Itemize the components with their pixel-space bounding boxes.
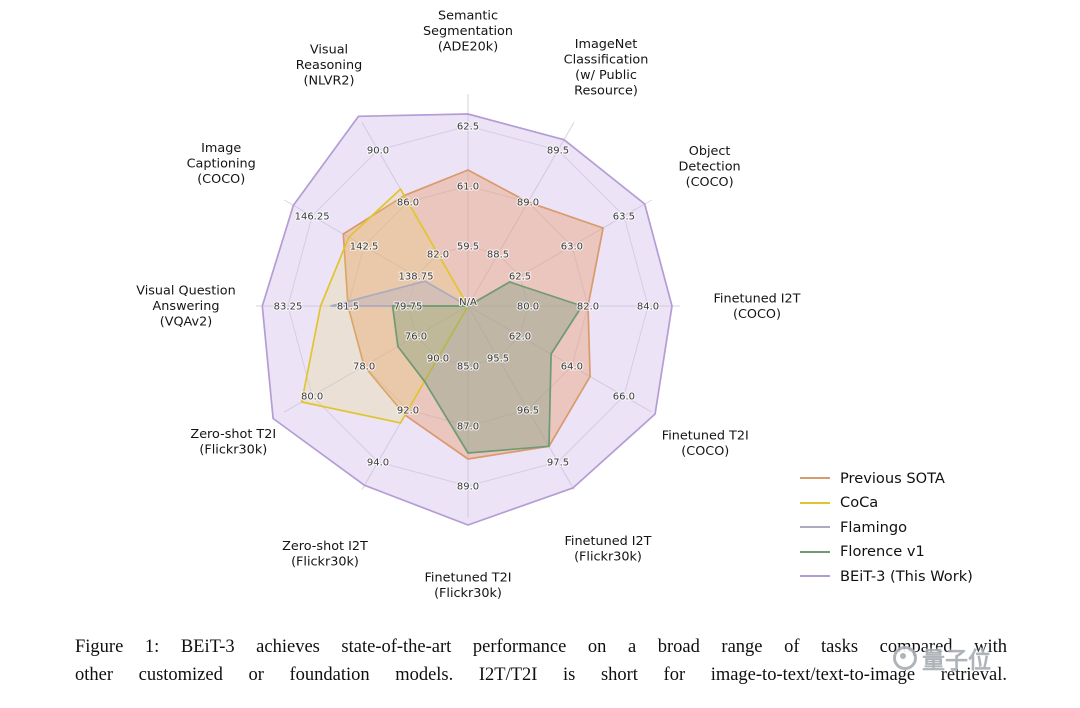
radar-tick-labels: 59.561.062.588.589.089.562.563.063.580.0…: [273, 120, 661, 493]
tick-label: 62.0: [509, 332, 531, 343]
radar-axis-labels: Semantic Segmentation (ADE20k) ImageNet Clas…: [136, 9, 800, 601]
chart-legend: Previous SOTA CoCa Flamingo Florence v1 …: [800, 466, 973, 589]
radar-chart: 59.561.062.588.589.089.562.563.063.580.0…: [136, 9, 800, 601]
tick-label: 63.0: [561, 242, 583, 253]
tick-label: 85.0: [457, 362, 479, 373]
axis-label-1: ImageNet Classification (w/ Public Resource…: [564, 37, 649, 99]
tick-label: 80.0: [301, 392, 323, 403]
tick-label: 90.0: [427, 354, 449, 365]
legend-line-previous-sota: [800, 477, 830, 480]
tick-label: 82.0: [427, 250, 449, 261]
series-polygon-florence-v1: [391, 281, 583, 454]
tick-label: 89.5: [547, 146, 569, 157]
watermark-text: 量子位: [922, 648, 991, 674]
tick-label: 62.5: [509, 272, 531, 283]
radar-series: [261, 113, 673, 526]
axis-label-2: Object Detection (COCO): [679, 144, 741, 190]
axis-label-0: Semantic Segmentation (ADE20k): [423, 9, 513, 55]
legend-label: BEiT-3 (This Work): [840, 567, 973, 585]
tick-label: 79.75: [394, 302, 423, 313]
tick-label: 63.5: [613, 212, 635, 223]
tick-label: 87.0: [457, 422, 479, 433]
axis-label-6: Finetuned T2I (Flickr30k): [424, 570, 511, 601]
axis-label-7: Zero-shot I2T (Flickr30k): [282, 539, 368, 570]
tick-label: 89.0: [457, 482, 479, 493]
qbitai-logo-icon: [893, 646, 917, 670]
figure-caption-line-1: Figure 1: BEiT-3 achieves state-of-the-a…: [75, 637, 1007, 657]
legend-item-coca: CoCa: [800, 491, 973, 516]
tick-label: 84.0: [637, 302, 659, 313]
tick-label: 138.75: [399, 272, 434, 283]
legend-item-beit3: BEiT-3 (This Work): [800, 564, 973, 589]
legend-label: CoCa: [840, 494, 879, 512]
tick-label: 59.5: [457, 242, 479, 253]
tick-label: 97.5: [547, 457, 569, 468]
tick-label: 95.5: [487, 354, 509, 365]
tick-label: 76.0: [405, 332, 427, 343]
radar-spoke: [284, 305, 469, 413]
legend-line-beit3: [800, 575, 830, 578]
legend-item-flamingo: Flamingo: [800, 515, 973, 540]
axis-label-5: Finetuned I2T (Flickr30k): [564, 534, 651, 565]
axis-label-11: Visual Reasoning (NLVR2): [296, 43, 362, 89]
axis-label-9: Visual Question Answering (VQAv2): [136, 284, 236, 330]
center-na-label: N/A: [459, 297, 477, 308]
tick-label: 90.0: [367, 146, 389, 157]
legend-item-previous-sota: Previous SOTA: [800, 466, 973, 491]
legend-line-coca: [800, 501, 830, 504]
legend-line-flamingo: [800, 526, 830, 529]
tick-label: 88.5: [487, 250, 509, 261]
tick-label: 64.0: [561, 362, 583, 373]
tick-label: 78.0: [353, 362, 375, 373]
tick-label: 62.5: [457, 122, 479, 133]
radar-spoke: [467, 305, 652, 413]
series-polygon-previous-sota: [342, 169, 604, 460]
tick-label: 66.0: [613, 392, 635, 403]
axis-label-10: Image Captioning (COCO): [187, 141, 256, 187]
tick-label: 80.0: [517, 302, 539, 313]
tick-label: 82.0: [577, 302, 599, 313]
legend-label: Florence v1: [840, 543, 925, 561]
tick-label: 146.25: [295, 212, 330, 223]
tick-label: 83.25: [274, 302, 303, 313]
tick-label: 94.0: [367, 457, 389, 468]
tick-label: 96.5: [517, 405, 539, 416]
radar-spoke: [467, 305, 575, 490]
tick-label: 92.0: [397, 405, 419, 416]
axis-label-8: Zero-shot T2I (Flickr30k): [190, 427, 276, 458]
radar-spoke: [467, 122, 575, 307]
axis-label-4: Finetuned T2I (COCO): [662, 428, 749, 459]
figure-caption: Figure 1: BEiT-3 achieves state-of-the-a…: [75, 633, 1007, 689]
tick-label: 89.0: [517, 198, 539, 209]
legend-item-florence-v1: Florence v1: [800, 540, 973, 565]
tick-label: 142.5: [350, 242, 379, 253]
figure-caption-line-2: other customized or foundation models. I…: [75, 665, 1007, 685]
axis-label-3: Finetuned I2T (COCO): [713, 291, 800, 322]
tick-label: 86.0: [397, 198, 419, 209]
tick-label: 61.0: [457, 182, 479, 193]
watermark-qbitai: 量子位: [893, 641, 991, 675]
legend-line-florence-v1: [800, 550, 830, 553]
tick-label: 81.5: [337, 302, 359, 313]
legend-label: Flamingo: [840, 518, 908, 536]
legend-label: Previous SOTA: [840, 469, 945, 487]
